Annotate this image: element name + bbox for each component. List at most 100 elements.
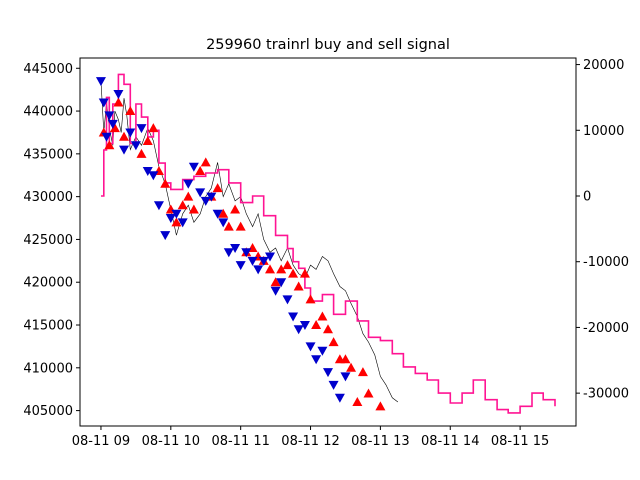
buy-signal-marker	[113, 97, 124, 107]
sell-signal-marker	[113, 89, 124, 99]
y2-tick-label: -30000	[583, 387, 629, 402]
y-tick-label: 425000	[23, 233, 73, 248]
y-tick-label: 410000	[23, 361, 73, 376]
sell-signal-marker	[305, 342, 316, 352]
sell-signal-marker	[104, 111, 115, 121]
x-tick-label: 08-11 09	[72, 434, 130, 449]
chart-title: 259960 trainrl buy and sell signal	[206, 37, 450, 53]
sell-signal-marker	[130, 141, 141, 151]
buy-signal-marker	[183, 191, 194, 201]
x-tick-label: 08-11 15	[491, 434, 549, 449]
sell-signal-marker	[98, 98, 109, 108]
buy-signal-marker	[177, 200, 188, 210]
sell-signal-marker	[101, 132, 112, 142]
buy-signal-marker	[276, 264, 287, 274]
sell-signal-marker	[119, 145, 130, 155]
sell-signal-marker	[153, 201, 164, 211]
buy-signal-marker	[148, 123, 159, 133]
sell-signal-marker	[299, 321, 310, 331]
axes: 405000 410000 415000 420000 425000 430000 4350…	[23, 57, 629, 449]
sell-signal-marker	[230, 243, 241, 253]
buy-signal-marker	[305, 294, 316, 304]
buy-signal-marker	[125, 106, 136, 116]
sell-signal-marker	[95, 77, 106, 87]
buy-signal-marker	[218, 208, 229, 218]
sell-signal-marker	[311, 355, 322, 365]
sell-signal-marker	[183, 179, 194, 189]
x-tick-label: 08-11 11	[211, 434, 269, 449]
sell-signal-marker	[223, 248, 234, 258]
y2-tick-label: 20000	[583, 58, 624, 73]
buy-signal-marker	[346, 362, 357, 372]
y-tick-label: 440000	[23, 105, 73, 120]
y-tick-label: 415000	[23, 319, 73, 334]
sell-signal-marker	[258, 256, 269, 266]
sell-signal-marker	[195, 188, 206, 198]
sell-signal-marker	[160, 231, 171, 241]
sell-signal-marker	[328, 380, 339, 390]
buy-signal-marker	[212, 183, 223, 193]
buy-signal-marker	[375, 401, 386, 411]
buy-signal-marker	[328, 337, 339, 347]
sell-signal-marker	[323, 368, 333, 378]
sell-signal-marker	[276, 278, 287, 288]
buy-signal-marker	[188, 204, 199, 214]
buy-signal-marker	[136, 148, 147, 158]
sell-signal-marker	[136, 124, 147, 134]
buy-signal-marker	[119, 131, 130, 141]
buy-signal-marker	[299, 268, 310, 278]
buy-signal-marker	[265, 264, 276, 274]
sell-signal-marker	[188, 162, 199, 172]
sell-signal-marker	[107, 119, 118, 129]
y-tick-label: 435000	[23, 147, 73, 162]
buy-signal-marker	[223, 221, 234, 231]
x-tick-label: 08-11 13	[351, 434, 409, 449]
portfolio-step-line	[101, 73, 556, 414]
sell-signal-marker	[218, 218, 229, 228]
sell-signal-marker	[253, 265, 264, 275]
sell-signal-marker	[235, 261, 246, 271]
buy-signal-marker	[323, 324, 333, 334]
x-tick-label: 08-11 14	[421, 434, 479, 449]
buy-signal-marker	[160, 178, 171, 188]
sell-signal-marker	[340, 372, 351, 382]
plot-area	[95, 73, 556, 414]
sell-signal-marker	[171, 209, 182, 219]
buy-signal-marker	[282, 260, 293, 270]
plot-frame	[79, 57, 577, 427]
sell-signal-marker	[206, 192, 217, 202]
buy-signal-marker	[363, 388, 374, 398]
sell-signal-marker	[125, 128, 136, 138]
buy-signal-marker	[357, 367, 368, 377]
y2-tick-label: -20000	[583, 321, 629, 336]
y-tick-label: 405000	[23, 404, 73, 419]
y2-tick-label: -10000	[583, 255, 629, 270]
price-line	[100, 81, 399, 403]
buy-signal-marker	[195, 165, 206, 175]
sell-signal-marker	[270, 286, 281, 296]
x-tick-label: 08-11 12	[281, 434, 339, 449]
sell-signal-marker	[293, 325, 304, 335]
sell-signal-marker	[148, 171, 159, 181]
buy-signal-marker	[288, 268, 299, 278]
buy-signal-marker	[352, 397, 363, 407]
y-tick-label: 420000	[23, 276, 73, 291]
buy-signal-marker	[317, 311, 328, 321]
sell-signal-marker	[334, 393, 345, 403]
x-tick-label: 08-11 10	[142, 434, 200, 449]
buy-signal-marker	[230, 204, 241, 214]
y2-tick-label: 10000	[583, 124, 624, 139]
sell-signal-marker	[288, 312, 299, 322]
y2-tick-label: 0	[583, 190, 591, 205]
buy-signal-marker	[200, 157, 211, 167]
sell-signal-marker	[265, 252, 276, 262]
buy-signal-marker	[142, 136, 153, 146]
buy-signal-marker	[311, 320, 322, 330]
sell-signal-marker	[241, 248, 252, 258]
buy-signal-marker	[109, 123, 120, 133]
sell-signal-marker	[165, 214, 176, 224]
sell-signal-marker	[317, 346, 328, 356]
sell-signal-marker	[212, 209, 223, 219]
buy-signal-marker	[171, 217, 182, 227]
